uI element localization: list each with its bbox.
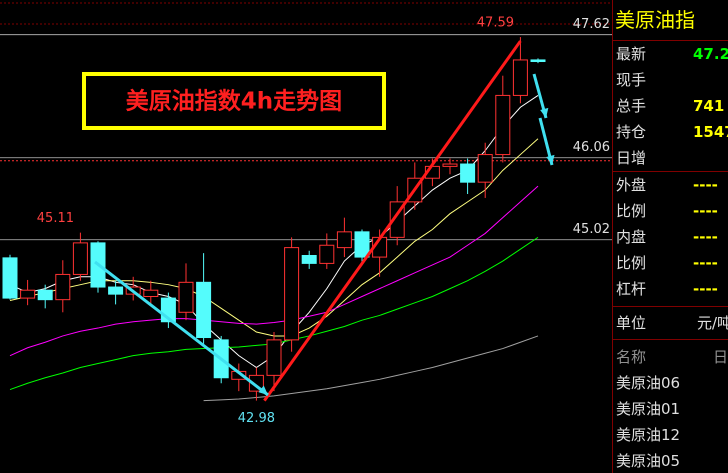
arrow-head: [258, 385, 268, 395]
quote-value: ----: [693, 228, 718, 246]
candle-body: [37, 289, 53, 301]
quote-row: 比例 ----: [613, 250, 728, 276]
candle-body: [442, 163, 458, 167]
quote-value: ----: [693, 202, 718, 220]
quote-row: 内盘 ----: [613, 224, 728, 250]
candle-body: [495, 94, 511, 156]
quote-row: 比例 ----: [613, 198, 728, 224]
quote-row: 杠杆 ----: [613, 276, 728, 302]
list-header-cell: 名称: [616, 348, 647, 366]
quote-label: 比例: [616, 202, 647, 220]
ma-line: [9, 185, 539, 357]
point-label: 47.59: [477, 16, 514, 31]
point-label: 45.11: [37, 211, 74, 226]
quote-row: 外盘 ----: [613, 171, 728, 198]
quote-label: 外盘: [616, 176, 647, 194]
candle-body: [20, 289, 36, 299]
candle-body: [530, 59, 546, 63]
candle-body: [196, 281, 212, 339]
trend-arrow: [94, 260, 269, 397]
quote-row: 持仓 154700: [613, 119, 728, 145]
unit-row: 单位 元/吨: [613, 306, 728, 340]
title-box: [82, 72, 386, 130]
quote-label: 杠杆: [616, 280, 647, 298]
candle-body: [477, 154, 493, 183]
contract-item[interactable]: 美原油01: [616, 400, 681, 418]
quote-value: ----: [693, 176, 718, 194]
quote-value: ----: [693, 280, 718, 298]
candle-body: [301, 255, 317, 264]
quote-label: 持仓: [616, 123, 647, 141]
point-label: 42.98: [238, 411, 275, 426]
quote-label: 内盘: [616, 228, 647, 246]
candle-body: [108, 286, 124, 295]
chart: 47.62 46.06 45.02 47.59 45.11 42.98 美原油指数4h走势…: [0, 2, 612, 426]
candle-body: [354, 231, 370, 258]
quote-value: 154700: [693, 123, 728, 141]
list-header: 名称 日: [613, 344, 728, 370]
quote-row: 日增: [613, 145, 728, 171]
trend-arrow: [263, 40, 522, 402]
contract-item[interactable]: 美原油05: [616, 452, 681, 470]
candle-body: [460, 163, 476, 183]
candle-body: [178, 281, 194, 313]
quote-row: 最新 47.2: [613, 41, 728, 67]
arrow-head: [546, 154, 555, 165]
candle-body: [336, 231, 352, 249]
quote-label: 比例: [616, 254, 647, 272]
quote-row: 总手 741: [613, 93, 728, 119]
quote-value: 47.2: [693, 45, 728, 63]
candle-body: [512, 59, 528, 96]
quote-label: 最新: [616, 45, 647, 63]
candle-body: [55, 273, 71, 301]
candle-body: [143, 289, 159, 298]
contract-item[interactable]: 美原油06: [616, 374, 681, 392]
candle-body: [284, 247, 300, 341]
ma-line: [203, 335, 539, 402]
candle-body: [2, 257, 18, 299]
quote-value: ----: [693, 254, 718, 272]
level-label: 45.02: [573, 222, 610, 237]
level-label: 46.06: [573, 140, 610, 155]
candle-body: [319, 244, 335, 264]
arrow-head: [540, 107, 549, 118]
quote-label: 总手: [616, 97, 647, 115]
quote-panel: 美原油指最新47.2现手总手741持仓154700日增外盘----比例----内…: [612, 0, 728, 473]
unit-label: 单位: [616, 314, 647, 332]
candle-body: [72, 242, 88, 275]
ma-line: [9, 138, 539, 337]
quote-label: 现手: [616, 71, 647, 89]
panel-title: 美原油指: [613, 0, 728, 41]
contract-item[interactable]: 美原油12: [616, 426, 681, 444]
unit-value: 元/吨: [697, 314, 728, 332]
quote-row: 现手: [613, 67, 728, 93]
quote-label: 日增: [616, 149, 647, 167]
level-label: 47.62: [573, 17, 610, 32]
ma-line: [9, 95, 539, 369]
chart-title: 美原油指数4h走势图: [126, 88, 342, 115]
list-header-cell: 日: [713, 348, 728, 366]
quote-value: 741: [693, 97, 725, 115]
candle-body: [266, 339, 282, 376]
